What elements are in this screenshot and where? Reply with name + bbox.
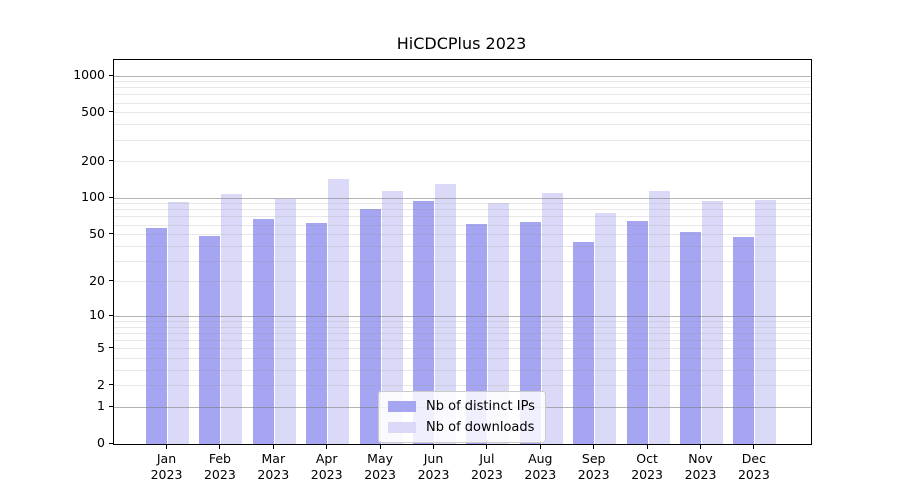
bar-downloads-1 bbox=[221, 194, 243, 444]
gridline-minor bbox=[114, 81, 811, 83]
y-tick-label: 500 bbox=[81, 103, 105, 119]
bar-downloads-6 bbox=[488, 202, 510, 444]
bar-downloads-11 bbox=[755, 200, 777, 444]
bar-distinct-ips-2 bbox=[252, 218, 274, 444]
legend-label-distinct-ips: Nb of distinct IPs bbox=[426, 399, 535, 414]
legend-swatch-distinct-ips-icon bbox=[388, 401, 416, 412]
plot-area bbox=[113, 59, 812, 445]
gridline-major bbox=[114, 75, 811, 77]
y-tick-mark bbox=[109, 196, 113, 198]
gridline-minor bbox=[114, 102, 811, 104]
gridline-minor bbox=[114, 124, 811, 126]
bar-downloads-4 bbox=[381, 190, 403, 444]
y-tick-label: 20 bbox=[89, 272, 105, 288]
x-tick-label-oct: Oct 2023 bbox=[631, 451, 663, 482]
bar-distinct-ips-3 bbox=[306, 223, 328, 444]
y-tick-mark bbox=[109, 384, 113, 385]
gridline-minor bbox=[114, 94, 811, 96]
legend-swatch-downloads-icon bbox=[388, 422, 416, 433]
bar-downloads-10 bbox=[702, 201, 723, 444]
bar-distinct-ips-10 bbox=[680, 231, 701, 444]
y-tick-mark bbox=[109, 442, 113, 444]
y-tick-label: 0 bbox=[97, 435, 105, 450]
bar-distinct-ips-7 bbox=[519, 221, 541, 444]
x-tick-label-sep: Sep 2023 bbox=[577, 451, 610, 482]
y-tick-mark bbox=[109, 233, 113, 235]
bar-downloads-7 bbox=[541, 193, 563, 444]
x-tick-label-may: May 2023 bbox=[364, 451, 396, 482]
x-tick-label-feb: Feb 2023 bbox=[203, 451, 236, 482]
legend-label-downloads: Nb of downloads bbox=[426, 420, 535, 435]
x-tick-mark bbox=[646, 445, 648, 449]
gridline-minor bbox=[114, 87, 811, 89]
chart-title: HiCDCPlus 2023 bbox=[396, 34, 527, 53]
bar-distinct-ips-9 bbox=[626, 220, 648, 444]
bar-downloads-8 bbox=[595, 212, 617, 444]
bar-distinct-ips-5 bbox=[413, 201, 434, 444]
x-tick-mark bbox=[433, 445, 434, 449]
y-tick-mark bbox=[109, 111, 113, 113]
x-tick-label-mar: Mar 2023 bbox=[257, 451, 290, 482]
y-tick-mark bbox=[109, 280, 113, 282]
bar-distinct-ips-11 bbox=[733, 236, 755, 444]
legend-row-downloads: Nb of downloads bbox=[388, 420, 535, 435]
gridline-minor bbox=[114, 161, 811, 162]
x-tick-label-jun: Jun 2023 bbox=[417, 451, 450, 482]
bar-downloads-9 bbox=[648, 190, 670, 444]
x-tick-mark bbox=[700, 445, 701, 449]
x-tick-label-nov: Nov 2023 bbox=[684, 451, 717, 482]
x-tick-label-jan: Jan 2023 bbox=[150, 451, 183, 482]
bar-downloads-2 bbox=[274, 199, 296, 444]
y-tick-label: 2 bbox=[97, 376, 105, 392]
y-tick-label: 200 bbox=[81, 152, 105, 168]
x-tick-mark bbox=[272, 445, 274, 449]
bar-distinct-ips-0 bbox=[146, 227, 167, 444]
y-tick-label: 10 bbox=[89, 307, 105, 323]
y-tick-mark bbox=[109, 314, 113, 316]
x-tick-label-apr: Apr 2023 bbox=[310, 451, 343, 482]
x-tick-mark bbox=[593, 445, 595, 449]
bar-downloads-3 bbox=[328, 178, 350, 444]
gridline-minor bbox=[114, 112, 811, 114]
y-tick-label: 50 bbox=[89, 225, 105, 241]
gridline-major bbox=[114, 197, 811, 199]
bar-downloads-5 bbox=[435, 184, 456, 444]
x-tick-label-dec: Dec 2023 bbox=[737, 451, 770, 482]
y-tick-mark bbox=[109, 347, 113, 349]
x-tick-mark bbox=[166, 445, 167, 449]
y-tick-mark bbox=[109, 74, 113, 76]
legend: Nb of distinct IPs Nb of downloads bbox=[378, 391, 546, 443]
x-tick-label-jul: Jul 2023 bbox=[470, 451, 503, 482]
y-tick-label: 100 bbox=[81, 189, 105, 205]
y-tick-label: 5 bbox=[97, 339, 105, 355]
bar-distinct-ips-6 bbox=[466, 224, 488, 444]
bar-distinct-ips-8 bbox=[573, 242, 595, 444]
bar-downloads-0 bbox=[168, 202, 189, 444]
x-tick-mark bbox=[753, 445, 755, 449]
y-tick-label: 1 bbox=[97, 398, 105, 414]
y-tick-mark bbox=[109, 160, 113, 161]
x-tick-mark bbox=[326, 445, 328, 449]
x-tick-mark bbox=[219, 445, 221, 449]
bar-distinct-ips-1 bbox=[199, 235, 221, 444]
y-tick-label: 1000 bbox=[73, 67, 105, 82]
x-tick-label-aug: Aug 2023 bbox=[524, 451, 557, 482]
x-tick-mark bbox=[486, 445, 488, 449]
x-tick-mark bbox=[539, 445, 541, 449]
legend-row-distinct-ips: Nb of distinct IPs bbox=[388, 399, 535, 414]
y-tick-mark bbox=[109, 405, 113, 407]
bar-distinct-ips-4 bbox=[359, 208, 381, 444]
x-tick-mark bbox=[379, 445, 381, 449]
gridline-minor bbox=[114, 139, 811, 141]
